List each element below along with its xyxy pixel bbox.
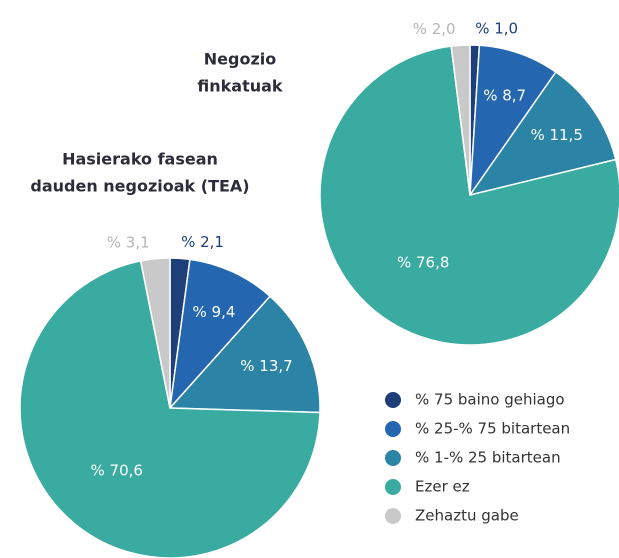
pie-slice — [468, 70, 617, 197]
legend-marker — [385, 450, 401, 466]
slice-label: % 9,4 — [193, 303, 236, 321]
legend-label: Zehaztu gabe — [415, 507, 519, 525]
pie-slice — [469, 44, 557, 198]
chart-title: finkatuak — [197, 77, 283, 96]
pie-slice — [168, 258, 272, 411]
slice-label: % 1,0 — [475, 20, 518, 38]
slice-label: % 8,7 — [483, 86, 526, 104]
legend-label: Ezer ez — [415, 478, 470, 496]
legend-marker — [385, 479, 401, 495]
legend-marker — [385, 392, 401, 408]
chart-title: dauden negozioak (TEA) — [30, 177, 249, 196]
slice-label: % 76,8 — [397, 253, 449, 271]
chart-title: Hasierako fasean — [62, 150, 218, 169]
slice-label: % 2,1 — [181, 233, 224, 251]
pie-slice — [450, 44, 471, 196]
legend-marker — [385, 508, 401, 524]
slice-label: % 70,6 — [91, 461, 143, 479]
slice-label: % 3,1 — [107, 233, 150, 251]
legend-marker — [385, 421, 401, 437]
chart-title: Negozio — [204, 50, 276, 69]
pie-slice — [319, 45, 619, 346]
slice-label: % 2,0 — [413, 20, 456, 38]
legend-label: % 25-% 75 bitartean — [415, 420, 570, 438]
pie-slice — [19, 260, 321, 558]
legend-label: % 1-% 25 bitartean — [415, 449, 561, 467]
slice-label: % 13,7 — [240, 357, 292, 375]
slice-label: % 11,5 — [530, 126, 582, 144]
legend-label: % 75 baino gehiago — [415, 391, 565, 409]
pie-slice — [139, 257, 171, 409]
pie-slice — [168, 295, 321, 414]
